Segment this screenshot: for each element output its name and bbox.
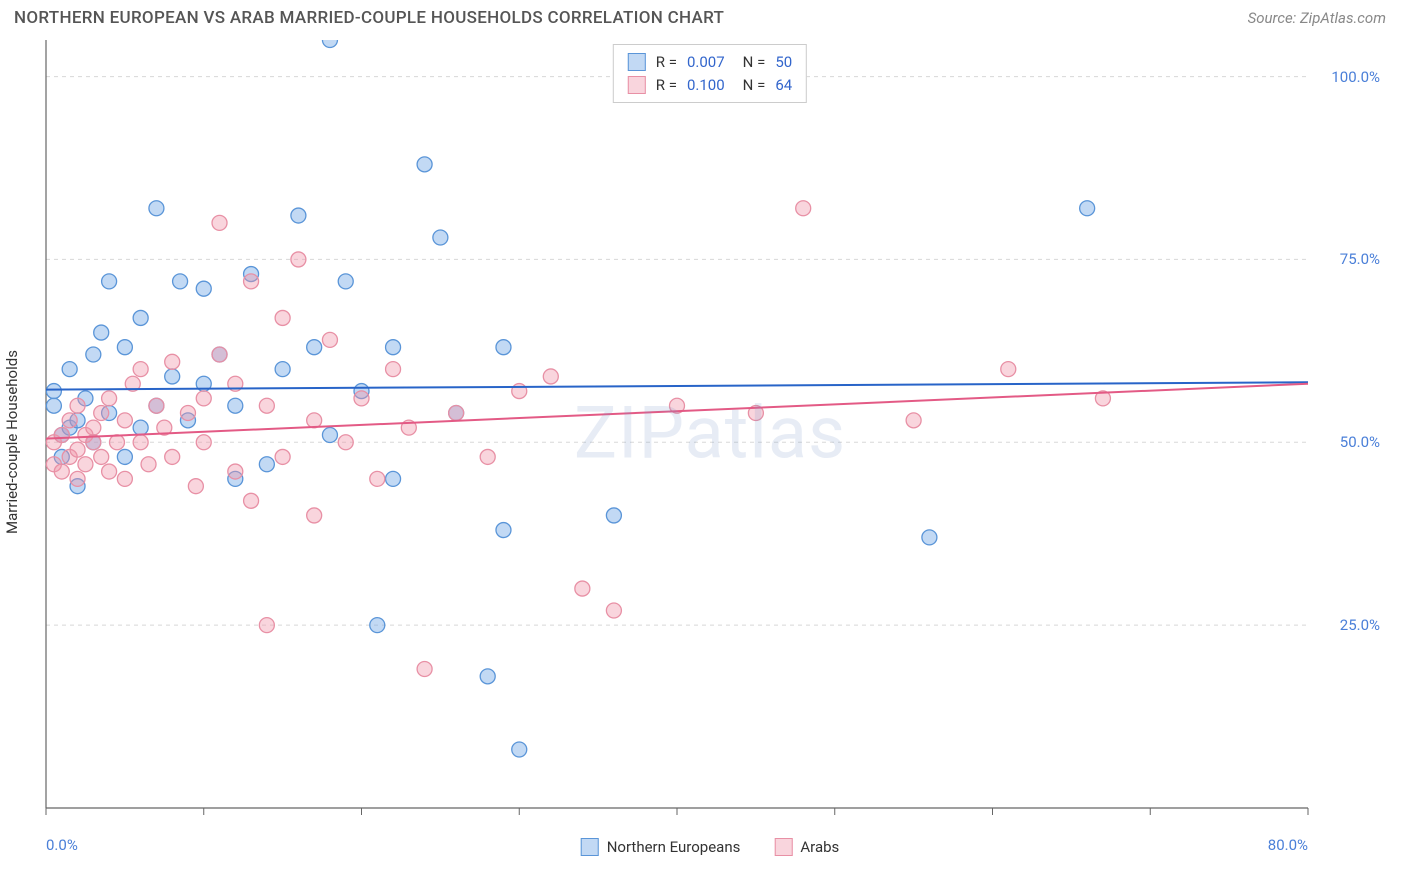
- legend-label: Northern Europeans: [607, 838, 741, 856]
- stat-value: 50: [775, 51, 792, 74]
- correlation-legend: R = 0.007 N = 50 R = 0.100 N = 64: [613, 44, 807, 103]
- swatch-icon: [581, 838, 599, 856]
- scatter-chart: [42, 40, 1378, 826]
- series-legend: Northern Europeans Arabs: [581, 838, 840, 856]
- chart-source: Source: ZipAtlas.com: [1248, 9, 1386, 27]
- stat-label: N =: [743, 51, 766, 74]
- chart-header: NORTHERN EUROPEAN VS ARAB MARRIED-COUPLE…: [0, 0, 1406, 40]
- stat-label: R =: [656, 74, 677, 97]
- swatch-icon: [774, 838, 792, 856]
- stat-value: 0.100: [687, 74, 725, 97]
- legend-row: R = 0.007 N = 50: [628, 51, 792, 74]
- chart-area: Married-couple Households ZIPatlas R = 0…: [42, 40, 1378, 826]
- stat-label: R =: [656, 51, 677, 74]
- stat-value: 64: [775, 74, 792, 97]
- legend-item: Arabs: [774, 838, 839, 856]
- swatch-icon: [628, 76, 646, 94]
- swatch-icon: [628, 53, 646, 71]
- y-tick-label: 50.0%: [1340, 433, 1380, 451]
- stat-label: N =: [743, 74, 766, 97]
- stat-value: 0.007: [687, 51, 725, 74]
- legend-item: Northern Europeans: [581, 838, 741, 856]
- y-tick-label: 100.0%: [1331, 68, 1380, 86]
- y-tick-label: 75.0%: [1340, 250, 1380, 268]
- x-tick-label: 80.0%: [1268, 836, 1308, 854]
- x-tick-label: 0.0%: [46, 836, 78, 854]
- y-axis-label: Married-couple Households: [3, 350, 21, 534]
- chart-title: NORTHERN EUROPEAN VS ARAB MARRIED-COUPLE…: [14, 8, 724, 28]
- legend-row: R = 0.100 N = 64: [628, 74, 792, 97]
- y-tick-label: 25.0%: [1340, 616, 1380, 634]
- legend-label: Arabs: [800, 838, 839, 856]
